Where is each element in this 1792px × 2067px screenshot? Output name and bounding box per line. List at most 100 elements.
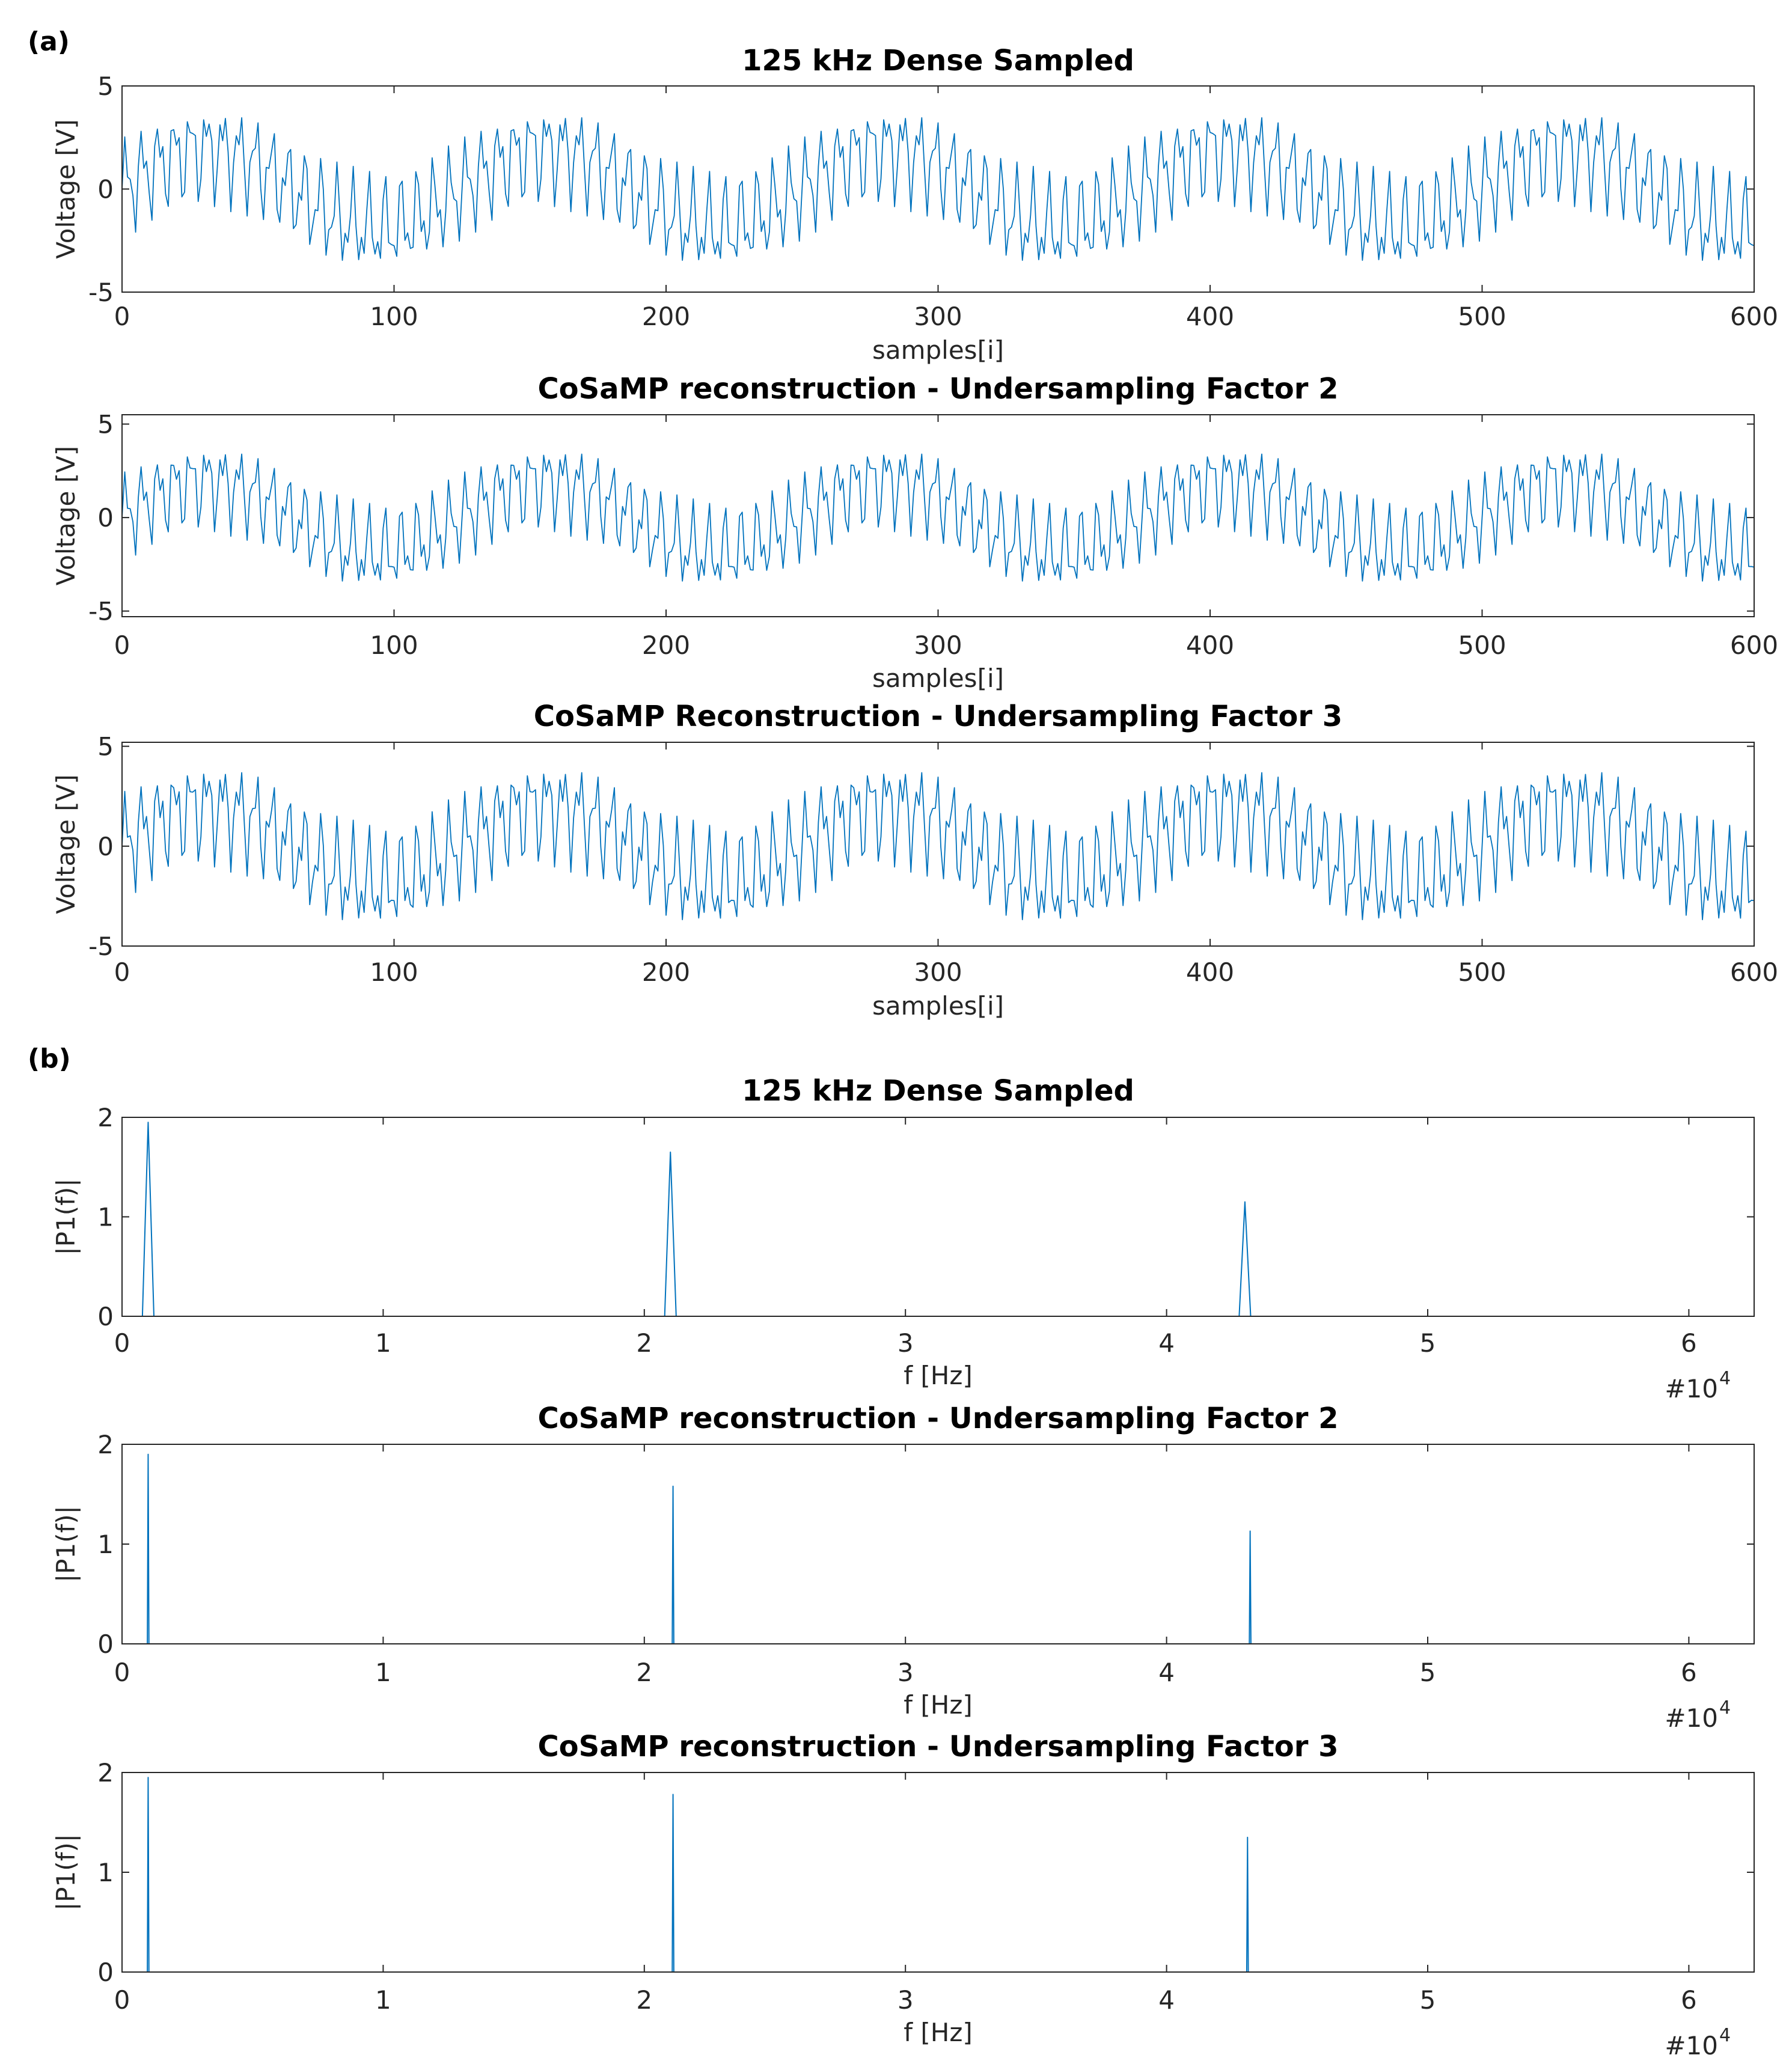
x-tick-label: 0 xyxy=(114,630,130,660)
x-axis-label: f [Hz] xyxy=(904,1690,973,1720)
x-tick-label: 5 xyxy=(1420,1658,1436,1687)
panel-label-a: (a) xyxy=(28,26,70,57)
x-tick-label: 100 xyxy=(370,957,418,987)
x-tick-label: 4 xyxy=(1158,1658,1175,1687)
x-tick-label: 500 xyxy=(1458,957,1506,987)
x-tick-label: 4 xyxy=(1158,1328,1175,1358)
chart-5: CoSaMP reconstruction - Undersampling Fa… xyxy=(51,1402,1755,1733)
y-tick-label: 2 xyxy=(97,1430,114,1459)
x-tick-label: 200 xyxy=(642,302,690,331)
data-layer xyxy=(122,772,1754,921)
x-tick-label: 100 xyxy=(370,302,418,331)
x-axis-label: samples[i] xyxy=(872,664,1004,693)
x-axis-label: f [Hz] xyxy=(904,2018,973,2047)
x-tick-label: 2 xyxy=(636,1328,652,1358)
y-axis-label: Voltage [V] xyxy=(51,446,81,585)
x-tick-label: 300 xyxy=(914,302,962,331)
x-tick-label: 0 xyxy=(114,302,130,331)
series-line xyxy=(122,453,1754,582)
x-axis-label: samples[i] xyxy=(872,335,1004,365)
x-tick-label: 1 xyxy=(375,1328,391,1358)
y-tick-label: 0 xyxy=(97,175,114,204)
y-tick-label: 2 xyxy=(97,1103,114,1132)
x-tick-label: 5 xyxy=(1420,1328,1436,1358)
x-tick-label: 300 xyxy=(914,957,962,987)
x-tick-label: 3 xyxy=(898,1985,914,2015)
x-tick-label: 2 xyxy=(636,1985,652,2015)
chart-3: CoSaMP Reconstruction - Undersampling Fa… xyxy=(51,700,1778,1021)
x-tick-label: 0 xyxy=(114,957,130,987)
x-tick-label: 5 xyxy=(1420,1985,1436,2015)
x-tick-label: 400 xyxy=(1186,630,1234,660)
y-tick-label: -5 xyxy=(88,278,114,307)
y-axis-label: |P1(f)| xyxy=(51,1179,81,1256)
y-axis-label: |P1(f)| xyxy=(51,1506,81,1583)
x-exponent-base: #10 xyxy=(1665,2031,1718,2060)
chart-4: 125 kHz Dense Sampled 0 1 2 3 4 5 6 0 1 2 f [Hz] |P1… xyxy=(51,1074,1755,1403)
x-tick-label: 200 xyxy=(642,630,690,660)
y-axis-label: Voltage [V] xyxy=(51,119,81,258)
series-line xyxy=(122,772,1754,921)
x-axis-label: samples[i] xyxy=(872,991,1004,1021)
x-tick-label: 600 xyxy=(1730,302,1778,331)
x-tick-label: 6 xyxy=(1681,1985,1697,2015)
series-line xyxy=(122,1122,1754,1316)
x-tick-label: 1 xyxy=(375,1658,391,1687)
chart-title: CoSaMP reconstruction - Undersampling Fa… xyxy=(537,372,1338,406)
x-tick-label: 1 xyxy=(375,1985,391,2015)
y-tick-label: 5 xyxy=(97,410,114,439)
x-tick-label: 6 xyxy=(1681,1328,1697,1358)
y-tick-label: 5 xyxy=(97,732,114,762)
x-tick-label: 500 xyxy=(1458,302,1506,331)
y-tick-label: 0 xyxy=(97,503,114,533)
chart-title: 125 kHz Dense Sampled xyxy=(742,44,1134,78)
x-tick-label: 0 xyxy=(114,1328,130,1358)
x-tick-label: 200 xyxy=(642,957,690,987)
x-exponent-power: 4 xyxy=(1719,1697,1731,1718)
y-tick-label: -5 xyxy=(88,597,114,626)
x-tick-label: 2 xyxy=(636,1658,652,1687)
chart-title: CoSaMP reconstruction - Undersampling Fa… xyxy=(537,1402,1338,1435)
y-tick-label: 0 xyxy=(97,832,114,861)
x-exponent-base: #10 xyxy=(1665,1374,1718,1403)
y-tick-label: 2 xyxy=(97,1758,114,1788)
data-layer xyxy=(122,1777,1754,1972)
y-tick-label: 0 xyxy=(97,1302,114,1331)
data-layer xyxy=(122,1122,1754,1316)
x-tick-label: 400 xyxy=(1186,957,1234,987)
x-tick-label: 400 xyxy=(1186,302,1234,331)
x-tick-label: 3 xyxy=(898,1328,914,1358)
y-tick-label: 5 xyxy=(97,72,114,101)
series-line xyxy=(122,117,1754,261)
x-exponent-base: #10 xyxy=(1665,1703,1718,1733)
x-tick-label: 3 xyxy=(898,1658,914,1687)
y-tick-label: 1 xyxy=(97,1530,114,1559)
y-axis-label: Voltage [V] xyxy=(51,774,81,914)
chart-2: CoSaMP reconstruction - Undersampling Fa… xyxy=(51,372,1778,693)
y-tick-label: -5 xyxy=(88,932,114,961)
x-axis-label: f [Hz] xyxy=(904,1361,973,1390)
x-tick-label: 600 xyxy=(1730,957,1778,987)
y-tick-label: 1 xyxy=(97,1203,114,1232)
x-exponent-power: 4 xyxy=(1719,2025,1731,2046)
x-tick-label: 300 xyxy=(914,630,962,660)
x-tick-label: 0 xyxy=(114,1658,130,1687)
chart-title: CoSaMP Reconstruction - Undersampling Fa… xyxy=(534,700,1342,733)
data-layer xyxy=(122,117,1754,261)
y-tick-label: 0 xyxy=(97,1629,114,1659)
y-axis-label: |P1(f)| xyxy=(51,1834,81,1911)
panel-label-b: (b) xyxy=(28,1043,71,1074)
x-tick-label: 4 xyxy=(1158,1985,1175,2015)
y-tick-label: 1 xyxy=(97,1858,114,1887)
y-tick-label: 0 xyxy=(97,1958,114,1987)
x-tick-label: 500 xyxy=(1458,630,1506,660)
x-tick-label: 600 xyxy=(1730,630,1778,660)
chart-6: CoSaMP reconstruction - Undersampling Fa… xyxy=(51,1730,1755,2060)
series-line xyxy=(122,1453,1754,1644)
x-tick-label: 100 xyxy=(370,630,418,660)
data-layer xyxy=(122,1453,1754,1644)
chart-title: CoSaMP reconstruction - Undersampling Fa… xyxy=(537,1730,1338,1763)
